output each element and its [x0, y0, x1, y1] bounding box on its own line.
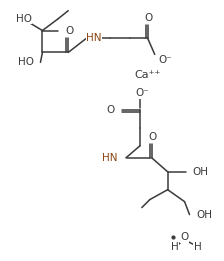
Text: O: O	[149, 132, 157, 142]
Text: O⁻: O⁻	[135, 88, 149, 98]
Text: OH: OH	[196, 210, 213, 220]
Text: H: H	[171, 242, 179, 252]
Text: Ca⁺⁺: Ca⁺⁺	[135, 70, 161, 80]
Text: HO: HO	[19, 57, 34, 67]
Text: O: O	[65, 26, 73, 35]
Text: O: O	[145, 13, 153, 23]
Text: HN: HN	[102, 153, 118, 163]
Text: H: H	[194, 242, 201, 252]
Text: O: O	[180, 233, 189, 242]
Text: O⁻: O⁻	[159, 55, 172, 65]
Text: O: O	[107, 105, 115, 115]
Text: OH: OH	[192, 167, 209, 177]
Text: HN: HN	[86, 33, 102, 44]
Text: HO: HO	[16, 14, 32, 23]
